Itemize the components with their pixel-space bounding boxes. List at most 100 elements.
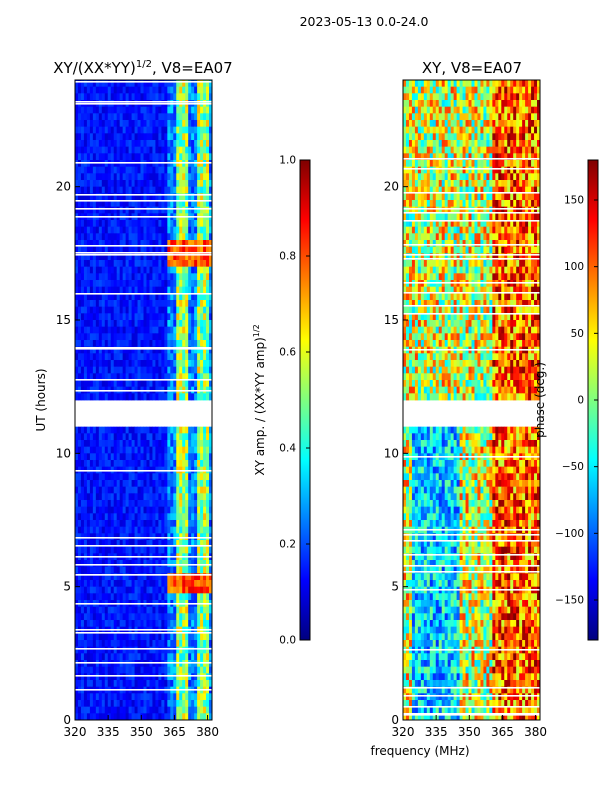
heatmap-cell [77,693,82,701]
heatmap-cell [86,713,91,721]
heatmap-cell [98,80,103,88]
heatmap-cell [182,706,186,714]
heatmap-cell [149,153,153,161]
heatmap-cell [411,146,416,154]
heatmap-cell [137,326,141,334]
x-tick-label: 320 [64,725,87,739]
heatmap-cell [146,460,150,468]
heatmap-cell [104,533,109,541]
heatmap-cell [104,313,109,321]
heatmap-cell [471,140,475,148]
heatmap-cell [92,286,97,294]
heatmap-cell [203,433,207,441]
heatmap-cell [98,226,103,234]
heatmap-cell [125,140,130,148]
heatmap-cell [471,160,475,168]
heatmap-cell [101,253,106,261]
heatmap-cell [116,440,121,448]
heatmap-cell [155,293,159,301]
heatmap-cell [170,566,174,574]
heatmap-cell [83,146,88,154]
heatmap-cell [89,633,94,641]
heatmap-cell [98,640,103,648]
heatmap-cell [75,393,79,401]
heatmap-cell [185,513,189,521]
heatmap-cell [167,153,171,161]
heatmap-cell [158,680,162,688]
heatmap-cell [534,133,538,141]
heatmap-cell [125,300,130,308]
heatmap-cell [188,480,192,488]
heatmap-cell [176,86,180,94]
heatmap-cell [403,153,407,161]
heatmap-cell [173,620,177,628]
heatmap-cell [83,300,88,308]
heatmap-cell [149,186,153,194]
heatmap-cell [119,306,124,314]
heatmap-cell [423,133,428,141]
heatmap-cell [158,346,162,354]
heatmap-cell [125,260,130,268]
heatmap-cell [173,526,177,534]
heatmap-cell [176,493,180,501]
heatmap-cell [185,140,189,148]
heatmap-cell [176,426,180,434]
heatmap-cell [188,106,192,114]
heatmap-cell [182,713,186,721]
heatmap-cell [197,520,201,528]
heatmap-cell [116,246,121,254]
heatmap-cell [209,353,213,361]
heatmap-cell [149,446,153,454]
heatmap-cell [110,113,115,121]
heatmap-cell [137,666,141,674]
heatmap-cell [206,506,210,514]
heatmap-cell [191,486,195,494]
heatmap-cell [188,346,192,354]
heatmap-cell [75,693,79,701]
heatmap-cell [206,673,210,681]
heatmap-cell [507,113,511,121]
heatmap-cell [188,426,192,434]
heatmap-cell [155,666,159,674]
heatmap-cell [77,353,82,361]
heatmap-cell [110,693,115,701]
heatmap-cell [209,593,213,601]
heatmap-cell [116,573,121,581]
heatmap-cell [432,166,437,174]
heatmap-cell [101,173,106,181]
heatmap-cell [203,540,207,548]
heatmap-cell [438,133,443,141]
heatmap-cell [113,613,118,621]
heatmap-cell [86,273,91,281]
heatmap-cell [95,540,100,548]
heatmap-cell [143,240,147,248]
heatmap-cell [164,333,168,341]
heatmap-cell [149,486,153,494]
heatmap-cell [137,293,141,301]
heatmap-cell [80,460,85,468]
heatmap-cell [477,86,481,94]
heatmap-cell [125,120,130,128]
heatmap-cell [507,100,511,108]
heatmap-cell [83,140,88,148]
heatmap-cell [101,680,106,688]
heatmap-cell [98,566,103,574]
heatmap-cell [444,86,449,94]
heatmap-cell [113,173,118,181]
heatmap-cell [173,113,177,121]
heatmap-cell [456,146,460,154]
heatmap-cell [86,320,91,328]
heatmap-cell [119,540,124,548]
heatmap-cell [170,446,174,454]
heatmap-cell [191,480,195,488]
heatmap-cell [75,480,79,488]
heatmap-cell [107,173,112,181]
heatmap-cell [534,146,538,154]
heatmap-cell [176,586,180,594]
heatmap-cell [83,93,88,101]
heatmap-cell [113,93,118,101]
heatmap-cell [155,313,159,321]
heatmap-cell [101,593,106,601]
heatmap-cell [104,253,109,261]
heatmap-cell [131,480,135,488]
